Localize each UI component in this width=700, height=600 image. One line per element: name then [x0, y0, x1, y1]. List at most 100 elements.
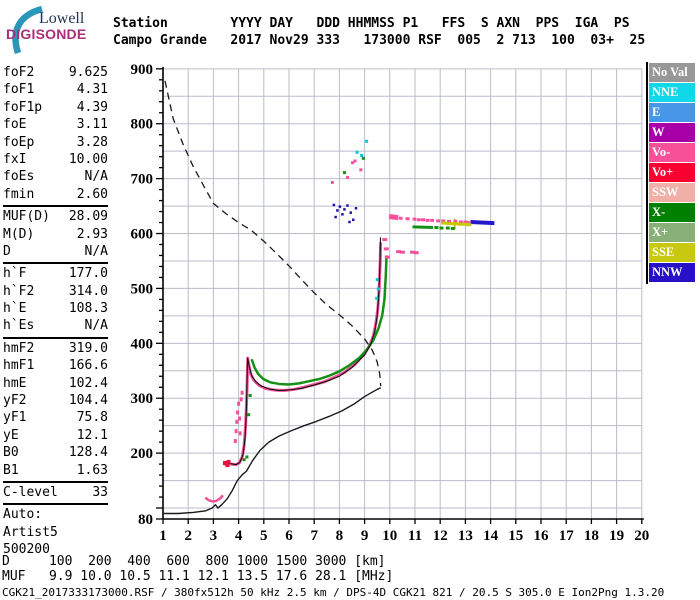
lowell-digisonde-logo: Lowell DIGISONDE	[2, 2, 114, 56]
param-value: 128.4	[68, 445, 108, 461]
param-row-yf1: yF1 75.8	[3, 409, 108, 426]
f-trace-x-mode	[250, 255, 388, 386]
param-label: foF1	[3, 82, 35, 98]
x-axis-label: 11	[408, 528, 422, 544]
second-echo-green-dots	[434, 225, 439, 229]
panel-divider	[3, 336, 108, 339]
scatter-cyan	[375, 278, 379, 282]
scatter-navy	[334, 215, 337, 219]
second-echo-yellow-dashes	[462, 222, 469, 226]
second-echo-pink-dots	[458, 220, 463, 224]
param-label: D	[3, 243, 11, 259]
param-row-fmin: fmin 2.60	[3, 186, 108, 203]
panel-divider	[3, 480, 108, 483]
param-row-foes: foEs N/A	[3, 168, 108, 185]
legend-key-w: W	[649, 123, 695, 142]
param-label: hmF2	[3, 340, 35, 356]
param-value: 12.1	[76, 427, 108, 443]
param-value: 177.0	[68, 266, 108, 282]
param-label: yE	[3, 427, 19, 443]
param-value: 2.60	[76, 186, 108, 202]
second-echo-pink-dots	[447, 219, 452, 223]
y-axis-label: 400	[131, 336, 154, 352]
param-value: 3.11	[76, 117, 108, 133]
param-label: MUF(D)	[3, 209, 50, 225]
param-label: foEs	[3, 169, 35, 185]
param-label: C-level	[3, 484, 58, 500]
y-axis-label: 600	[131, 227, 154, 243]
legend-key-x-: X-	[649, 203, 695, 222]
scatter-pink	[359, 168, 363, 172]
second-echo-pink-dots	[441, 219, 446, 223]
second-echo-pink-dots	[421, 218, 426, 222]
scatter-navy	[354, 207, 358, 210]
param-value: 75.8	[76, 410, 108, 426]
y-axis-label: 200	[131, 446, 154, 462]
scatter-navy	[349, 211, 352, 214]
x-axis-label: 20	[634, 528, 649, 544]
x-axis-label: 1	[159, 528, 167, 544]
footer-block: D 100 200 400 600 800 1000 1500 3000 [km…	[2, 554, 664, 600]
direction-color-legend: No Val NNE E W Vo- Vo+ SSW X- X+ SSE NNW	[649, 63, 695, 283]
param-label: yF1	[3, 410, 27, 426]
param-row-fof1: foF1 4.31	[3, 81, 108, 98]
second-echo-pink-blob	[388, 214, 399, 221]
panel-note: Artist5	[3, 524, 58, 540]
scatter-pink	[345, 176, 349, 180]
param-value: 102.4	[68, 375, 108, 391]
param-label: h`F2	[3, 283, 35, 299]
scatter-cyan	[355, 150, 359, 154]
param-row-fxi: fxI 10.00	[3, 151, 108, 168]
legend-key-vo+: Vo+	[649, 163, 695, 182]
x-axis-label: 9	[361, 528, 369, 544]
param-label: h`F	[3, 266, 27, 282]
second-echo-yellow-dashes	[457, 222, 464, 226]
second-echo-pink-dots	[465, 221, 470, 225]
scatter-navy	[332, 203, 336, 207]
second-echo-pink-dots	[463, 220, 468, 224]
param-value: 28.09	[68, 209, 108, 225]
y-axis-label: 900	[131, 62, 154, 78]
scatter-navy	[343, 208, 346, 211]
legend-key-nnw: NNW	[649, 263, 695, 282]
logo-text-lowell: Lowell	[39, 10, 85, 27]
param-value: 10.00	[68, 151, 108, 167]
true-height-profile	[163, 387, 382, 515]
x-axis-label: 8	[336, 528, 344, 544]
second-echo-pink-dots	[430, 218, 435, 222]
x-axis-label: 12	[433, 528, 448, 544]
parameter-panel: foF2 9.625 foF1 4.31 foF1p 4.39 foE 3.11 foEp 3.2…	[3, 64, 108, 559]
param-label: hmE	[3, 375, 27, 391]
scatter-cyan	[365, 139, 369, 143]
param-label: fmin	[3, 186, 35, 202]
x-axis-label: 18	[584, 528, 599, 544]
x-axis-label: 4	[235, 528, 243, 544]
param-label: hmF1	[3, 358, 35, 374]
scatter-navy	[341, 213, 344, 216]
param-row-foep: foEp 3.28	[3, 134, 108, 151]
param-label: foE	[3, 117, 27, 133]
legend-key-x+: X+	[649, 223, 695, 242]
legend-key-sse: SSE	[649, 243, 695, 262]
x-axis-label: 15	[508, 528, 523, 544]
x-axis-label: 2	[184, 528, 192, 544]
param-value: N/A	[84, 243, 108, 259]
param-label: B1	[3, 462, 19, 478]
param-value: 314.0	[68, 283, 108, 299]
param-row-b1: B1 1.63	[3, 462, 108, 479]
scatter-cyan	[376, 287, 380, 291]
scatter-green	[361, 156, 365, 160]
panel-note: 500200	[3, 542, 50, 558]
param-value: N/A	[84, 318, 108, 334]
second-echo-green-dots	[450, 227, 455, 231]
trace-start-red-specks	[222, 461, 227, 466]
x-axis-label: 13	[458, 528, 473, 544]
muf-row: MUF 9.9 10.0 10.5 11.1 12.1 13.5 17.6 28…	[2, 568, 394, 584]
scatter-pink	[330, 180, 334, 184]
param-row-hmf1: hmF1 166.6	[3, 357, 108, 374]
second-echo-pink-dots	[453, 219, 458, 223]
param-row-ye: yE 12.1	[3, 427, 108, 444]
header-columns-row: Station YYYY DAY DDD HHMMSS P1 FFS S AXN…	[113, 16, 630, 31]
legend-key-noval: No Val	[649, 63, 695, 82]
